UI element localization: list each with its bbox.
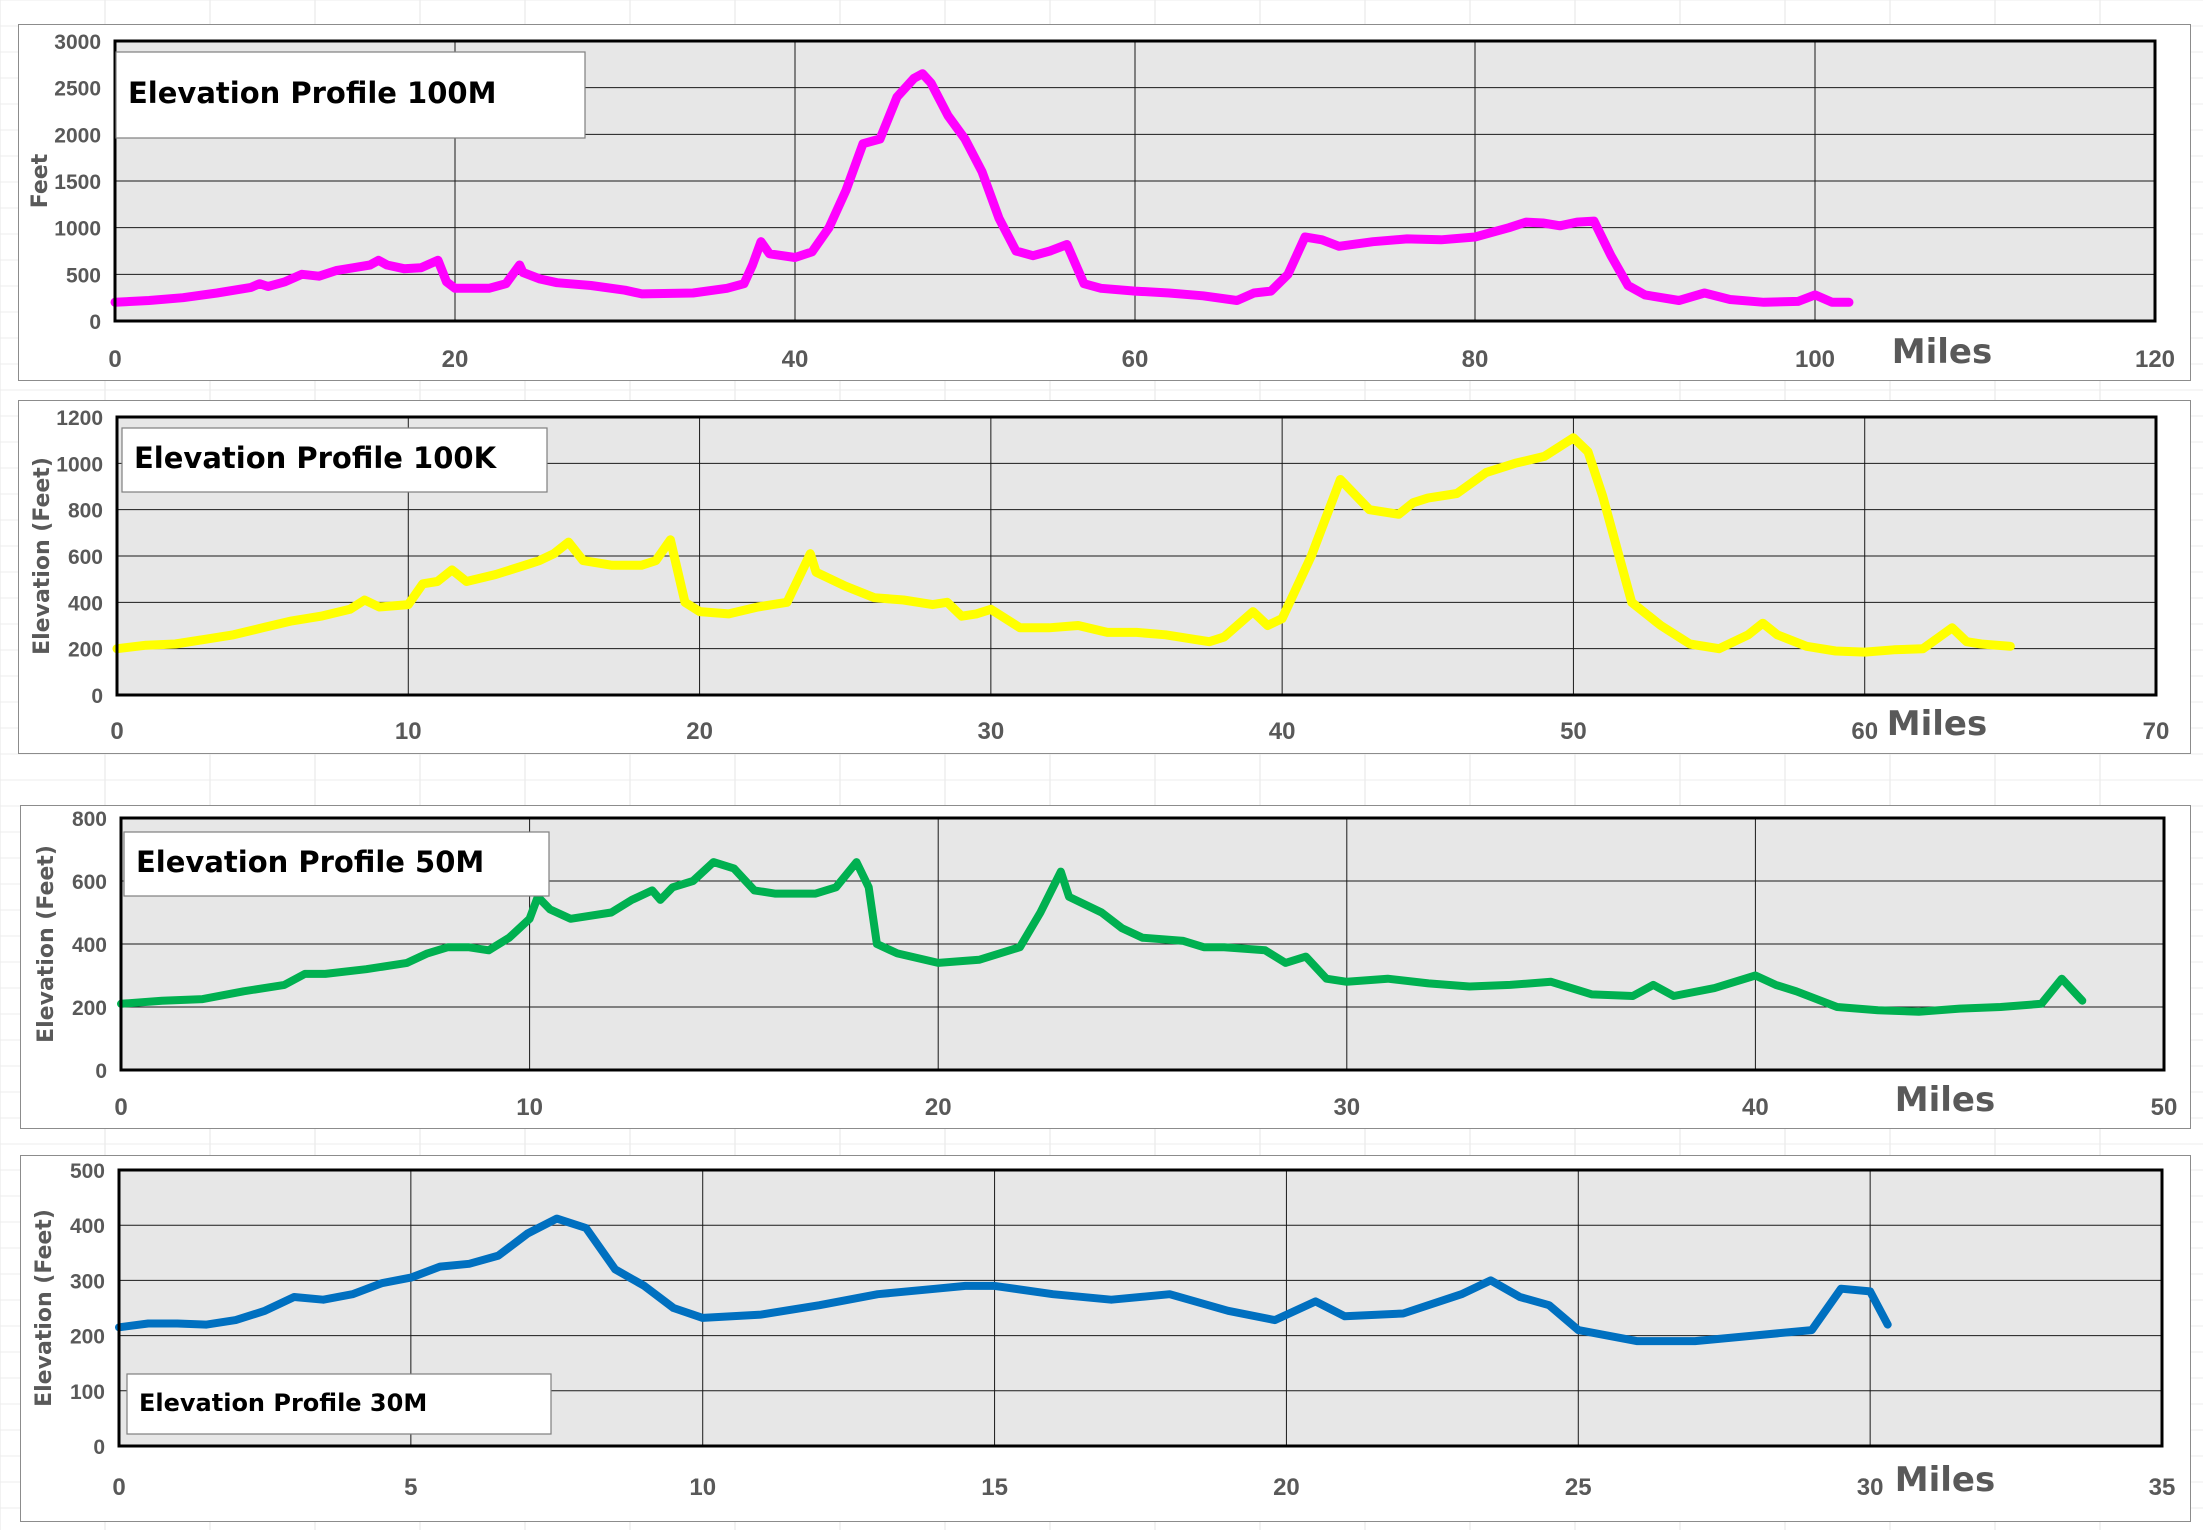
y-tick-label: 0 <box>93 1436 105 1459</box>
x-tick-label: 20 <box>925 1094 952 1121</box>
y-tick-label: 2000 <box>54 124 101 147</box>
y-tick-label: 100 <box>70 1381 105 1404</box>
x-tick-label: 35 <box>2149 1474 2176 1501</box>
x-tick-label: 30 <box>1333 1094 1360 1121</box>
plot-border <box>117 1168 2164 1448</box>
elevation-series-line <box>110 69 1854 307</box>
elevation-series-line <box>117 858 2087 1016</box>
y-tick-label: 1500 <box>54 171 101 194</box>
y-tick-label: 600 <box>72 871 107 894</box>
y-tick-label: 3000 <box>54 31 101 54</box>
y-tick-label: 1200 <box>56 407 103 430</box>
chart-title: Elevation Profile 100K <box>134 441 498 475</box>
y-tick-label: 800 <box>68 500 103 523</box>
x-tick-label: 15 <box>981 1474 1008 1501</box>
y-tick-label: 400 <box>68 592 103 615</box>
y-axis-label: Feet <box>28 153 53 208</box>
x-tick-label: 0 <box>110 718 123 745</box>
x-axis-label: Miles <box>1895 1460 1995 1500</box>
chart-title-box <box>121 427 548 493</box>
y-tick-label: 600 <box>68 546 103 569</box>
x-tick-label: 60 <box>1122 346 1149 373</box>
x-axis-label: Miles <box>1887 704 1987 744</box>
x-tick-label: 0 <box>108 346 121 373</box>
chart-title: Elevation Profile 30M <box>139 1389 427 1417</box>
y-tick-label: 0 <box>89 311 101 334</box>
x-tick-label: 50 <box>2151 1094 2178 1121</box>
x-tick-label: 30 <box>1857 1474 1884 1501</box>
x-axis-label: Miles <box>1892 332 1992 372</box>
plot-border <box>115 415 2158 697</box>
x-tick-label: 5 <box>404 1474 417 1501</box>
chart-100m: 0 500 1000 1500 2000 2500 3000 0 20 40 60 80 100 120 F… <box>18 24 2191 381</box>
y-tick-label: 1000 <box>56 453 103 476</box>
x-tick-label: 10 <box>395 718 422 745</box>
chart-100m-svg: 0 500 1000 1500 2000 2500 3000 0 20 40 60 80 100 120 F… <box>28 31 2175 373</box>
chart-title-box <box>115 51 586 139</box>
y-tick-label: 1000 <box>54 218 101 241</box>
chart-title-box <box>123 831 550 897</box>
chart-100k-svg: 0 200 400 600 800 1000 1200 0 10 20 30 40 50 60 70 Elev… <box>30 407 2170 745</box>
y-tick-label: 500 <box>66 264 101 287</box>
y-tick-label: 200 <box>72 997 107 1020</box>
x-tick-label: 10 <box>689 1474 716 1501</box>
y-axis-label: Elevation (Feet) <box>32 1209 57 1407</box>
chart-title: Elevation Profile 50M <box>136 845 484 879</box>
x-tick-label: 20 <box>1273 1474 1300 1501</box>
y-tick-label: 400 <box>70 1215 105 1238</box>
y-tick-label: 200 <box>70 1326 105 1349</box>
elevation-series-line <box>112 433 2015 657</box>
y-axis-label: Elevation (Feet) <box>34 845 59 1043</box>
y-tick-label: 0 <box>95 1060 107 1083</box>
x-tick-label: 0 <box>112 1474 125 1501</box>
x-tick-label: 0 <box>114 1094 127 1121</box>
x-tick-label: 70 <box>2143 718 2170 745</box>
x-tick-label: 20 <box>442 346 469 373</box>
y-axis-label: Elevation (Feet) <box>30 457 55 655</box>
chart-30m: 0 100 200 300 400 500 0 5 10 15 20 25 30 35 Elevation … <box>20 1155 2191 1522</box>
chart-50m: 0 200 400 600 800 0 10 20 30 40 50 Elevation (Feet)… <box>20 805 2191 1129</box>
chart-30m-svg: 0 100 200 300 400 500 0 5 10 15 20 25 30 35 Elevation … <box>32 1160 2176 1501</box>
x-tick-label: 25 <box>1565 1474 1592 1501</box>
y-tick-label: 2500 <box>54 78 101 101</box>
chart-title-box <box>126 1373 552 1435</box>
x-tick-label: 50 <box>1560 718 1587 745</box>
x-tick-label: 80 <box>1462 346 1489 373</box>
chart-50m-svg: 0 200 400 600 800 0 10 20 30 40 50 Elevation (Feet)… <box>34 808 2178 1121</box>
elevation-series-line <box>115 1214 1892 1346</box>
plot-border <box>113 39 2157 323</box>
y-tick-label: 800 <box>72 808 107 831</box>
x-tick-label: 60 <box>1851 718 1878 745</box>
x-tick-label: 20 <box>686 718 713 745</box>
y-tick-label: 0 <box>91 685 103 708</box>
x-axis-label: Miles <box>1895 1080 1995 1120</box>
chart-100k: 0 200 400 600 800 1000 1200 0 10 20 30 40 50 60 70 Elev… <box>18 400 2191 754</box>
x-tick-label: 40 <box>782 346 809 373</box>
x-tick-label: 40 <box>1269 718 1296 745</box>
y-tick-label: 300 <box>70 1270 105 1293</box>
plot-border <box>119 816 2166 1072</box>
y-tick-label: 500 <box>70 1160 105 1183</box>
x-tick-label: 30 <box>978 718 1005 745</box>
x-tick-label: 100 <box>1795 346 1835 373</box>
x-tick-label: 40 <box>1742 1094 1769 1121</box>
y-tick-label: 400 <box>72 934 107 957</box>
x-tick-label: 10 <box>516 1094 543 1121</box>
y-tick-label: 200 <box>68 639 103 662</box>
x-tick-label: 120 <box>2135 346 2175 373</box>
chart-title: Elevation Profile 100M <box>128 76 496 110</box>
